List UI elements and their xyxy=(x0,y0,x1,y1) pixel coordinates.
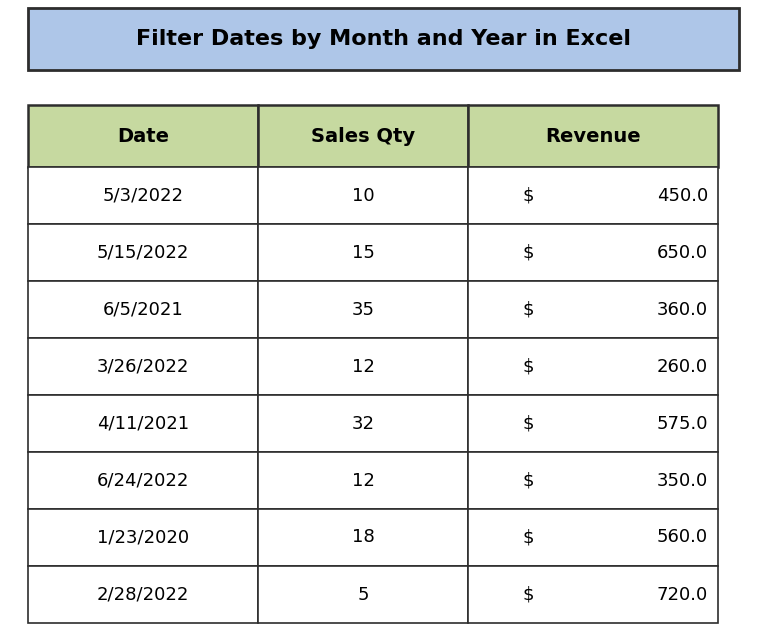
Bar xyxy=(28,509,258,566)
Text: 5: 5 xyxy=(357,585,369,603)
Text: 720.0: 720.0 xyxy=(657,585,708,603)
Text: 360.0: 360.0 xyxy=(657,301,708,319)
Text: 10: 10 xyxy=(352,187,374,205)
Bar xyxy=(28,8,739,70)
Text: 3/26/2022: 3/26/2022 xyxy=(97,357,189,375)
Text: 450.0: 450.0 xyxy=(657,187,708,205)
Text: 6/24/2022: 6/24/2022 xyxy=(97,471,189,489)
Text: 260.0: 260.0 xyxy=(657,357,708,375)
Text: 2/28/2022: 2/28/2022 xyxy=(97,585,189,603)
Text: Revenue: Revenue xyxy=(545,126,640,146)
Bar xyxy=(258,395,468,452)
Bar xyxy=(258,566,468,623)
Text: 6/5/2021: 6/5/2021 xyxy=(103,301,183,319)
Text: $: $ xyxy=(523,243,535,261)
Bar xyxy=(468,338,718,395)
Bar xyxy=(28,167,258,224)
Text: 650.0: 650.0 xyxy=(657,243,708,261)
Text: 15: 15 xyxy=(351,243,374,261)
Text: 32: 32 xyxy=(351,415,374,433)
Bar xyxy=(28,566,258,623)
Bar xyxy=(258,338,468,395)
Text: $: $ xyxy=(523,187,535,205)
Text: $: $ xyxy=(523,301,535,319)
Bar xyxy=(28,452,258,509)
Text: 560.0: 560.0 xyxy=(657,529,708,547)
Bar xyxy=(28,395,258,452)
Bar xyxy=(468,509,718,566)
Bar xyxy=(258,281,468,338)
Text: 4/11/2021: 4/11/2021 xyxy=(97,415,189,433)
Text: 35: 35 xyxy=(351,301,374,319)
Text: $: $ xyxy=(523,585,535,603)
Bar xyxy=(258,509,468,566)
Text: 12: 12 xyxy=(351,357,374,375)
Text: Filter Dates by Month and Year in Excel: Filter Dates by Month and Year in Excel xyxy=(136,29,631,49)
Text: $: $ xyxy=(523,471,535,489)
Text: Date: Date xyxy=(117,126,169,146)
Bar xyxy=(28,105,258,167)
Text: 1/23/2020: 1/23/2020 xyxy=(97,529,189,547)
Bar xyxy=(258,224,468,281)
Text: Sales Qty: Sales Qty xyxy=(311,126,415,146)
Text: $: $ xyxy=(523,357,535,375)
Text: 350.0: 350.0 xyxy=(657,471,708,489)
Bar xyxy=(468,167,718,224)
Bar xyxy=(468,105,718,167)
Text: 5/3/2022: 5/3/2022 xyxy=(103,187,183,205)
Text: 5/15/2022: 5/15/2022 xyxy=(97,243,189,261)
Text: 18: 18 xyxy=(351,529,374,547)
Text: 575.0: 575.0 xyxy=(657,415,708,433)
Bar xyxy=(28,281,258,338)
Bar xyxy=(258,105,468,167)
Bar xyxy=(468,224,718,281)
Text: $: $ xyxy=(523,529,535,547)
Text: 12: 12 xyxy=(351,471,374,489)
Bar xyxy=(468,566,718,623)
Bar xyxy=(258,452,468,509)
Bar xyxy=(28,224,258,281)
Bar xyxy=(258,167,468,224)
Bar xyxy=(468,452,718,509)
Bar xyxy=(468,281,718,338)
Bar xyxy=(28,338,258,395)
Text: $: $ xyxy=(523,415,535,433)
Bar xyxy=(468,395,718,452)
